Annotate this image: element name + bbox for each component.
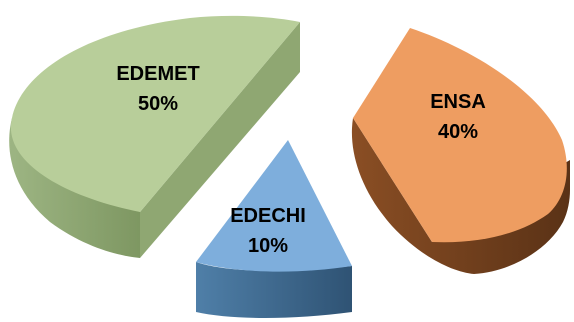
slice-value-edemet: 50% — [138, 93, 178, 115]
slice-label-ensa: ENSA — [430, 91, 486, 113]
slice-ensa: ENSA 40% — [352, 28, 570, 274]
slice-edechi: EDECHI 10% — [196, 140, 352, 318]
slice-label-edechi: EDECHI — [230, 205, 306, 227]
slice-value-ensa: 40% — [438, 121, 478, 143]
slice-value-edechi: 10% — [248, 235, 288, 257]
slice-label-edemet: EDEMET — [116, 63, 199, 85]
